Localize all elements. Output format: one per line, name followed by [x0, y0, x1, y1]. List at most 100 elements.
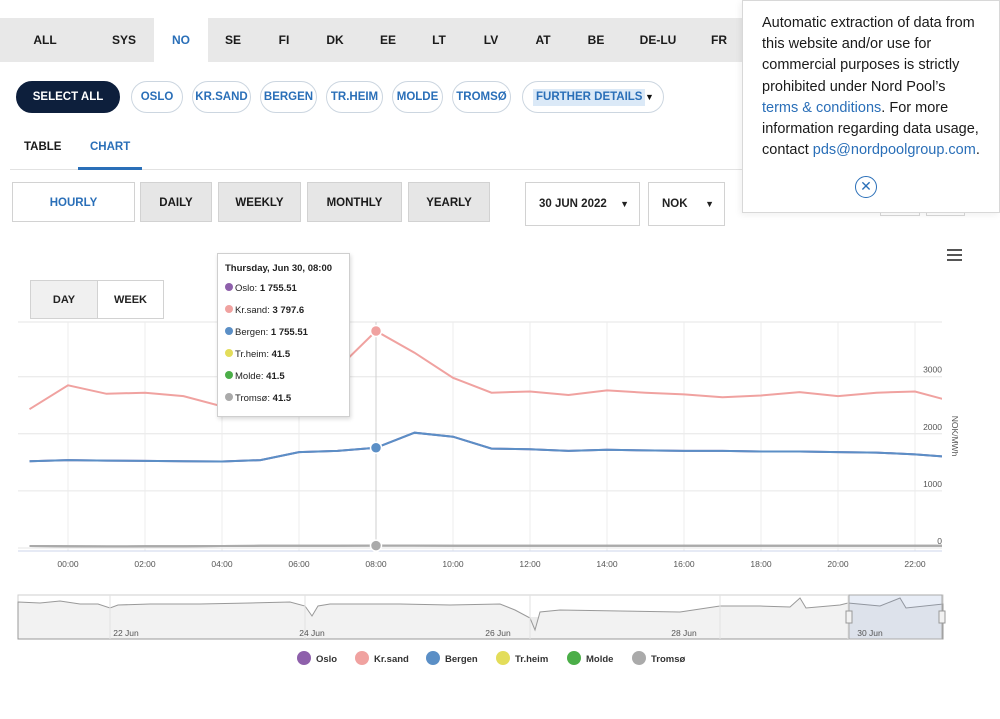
navigator-handle: [845, 610, 853, 624]
legend-item[interactable]: Tromsø: [632, 651, 686, 668]
highlight-point: [369, 539, 383, 552]
monthly-button[interactable]: MONTHLY: [307, 182, 402, 222]
select-all-button[interactable]: SELECT ALL: [16, 81, 120, 113]
tooltip-row: Bergen: 1 755.51: [225, 326, 349, 348]
legend-dot-icon: [426, 651, 440, 666]
area-tab-lv[interactable]: LV: [483, 33, 499, 47]
active-tab-underline: [78, 167, 142, 170]
series-dot-icon: [225, 305, 233, 313]
yearly-button[interactable]: YEARLY: [408, 182, 490, 222]
y-tick-label: 1000: [923, 479, 942, 489]
legend-item[interactable]: Kr.sand: [355, 651, 409, 668]
legend-label: Bergen: [445, 654, 478, 665]
series-dot-icon: [225, 283, 233, 291]
currency-select[interactable]: NOK ▼: [648, 182, 725, 226]
region-tromso-button[interactable]: TROMSØ: [452, 81, 511, 113]
tooltip-row: Kr.sand: 3 797.6: [225, 304, 349, 326]
highlight-point: [369, 324, 383, 338]
area-tab-no[interactable]: NO: [154, 18, 208, 62]
x-tick-label: 22:00: [904, 559, 926, 569]
legend-dot-icon: [496, 651, 510, 666]
tooltip-series-value: 1 755.51: [270, 327, 308, 338]
region-molde-button[interactable]: MOLDE: [392, 81, 443, 113]
area-tab-dk[interactable]: DK: [326, 33, 344, 47]
tooltip-series-name: Tr.heim: [235, 349, 267, 360]
navigator-handle: [938, 610, 946, 624]
x-tick-label: 12:00: [519, 559, 541, 569]
close-icon[interactable]: ✕: [855, 176, 877, 198]
region-krsand-button[interactable]: KR.SAND: [192, 81, 251, 113]
daily-button[interactable]: DAILY: [140, 182, 212, 222]
further-details-dropdown[interactable]: FURTHER DETAILS ▼: [522, 81, 664, 113]
tooltip-series-name: Bergen: [235, 327, 266, 338]
week-range-button[interactable]: WEEK: [97, 280, 164, 319]
tab-chart[interactable]: CHART: [90, 141, 131, 153]
tooltip-series-name: Kr.sand: [235, 305, 268, 316]
region-oslo-button[interactable]: OSLO: [131, 81, 183, 113]
legend-dot-icon: [297, 651, 311, 666]
legend-label: Tromsø: [651, 654, 686, 665]
region-trheim-button[interactable]: TR.HEIM: [326, 81, 383, 113]
navigator-tick-label: 28 Jun: [671, 628, 697, 638]
area-tab-at[interactable]: AT: [535, 33, 551, 47]
tab-divider: [10, 169, 755, 170]
tooltip-series-value: 41.5: [272, 393, 292, 404]
legend-dot-icon: [632, 651, 646, 666]
y-tick-label: 3000: [923, 365, 942, 375]
area-tab-sys[interactable]: SYS: [111, 33, 136, 47]
series-dot-icon: [225, 371, 233, 379]
legend-item[interactable]: Molde: [567, 651, 614, 668]
tooltip-row: Oslo: 1 755.51: [225, 282, 349, 304]
series-dot-icon: [225, 349, 233, 357]
legend-item[interactable]: Tr.heim: [496, 651, 549, 668]
tooltip-series-value: 41.5: [271, 349, 291, 360]
series-line-oslo: [29, 431, 942, 463]
area-tab-fi[interactable]: FI: [278, 33, 290, 47]
caret-down-icon: ▼: [645, 92, 654, 102]
tooltip-row: Tromsø: 41.5: [225, 392, 349, 414]
tooltip-series-value: 3 797.6: [272, 305, 305, 316]
area-tab-fr[interactable]: FR: [711, 33, 727, 47]
legend-label: Oslo: [316, 654, 338, 665]
tooltip-series-value: 1 755.51: [259, 283, 297, 294]
series-line-bergen: [29, 431, 942, 463]
terms-link[interactable]: terms & conditions: [762, 99, 882, 116]
weekly-button[interactable]: WEEKLY: [218, 182, 301, 222]
date-select[interactable]: 30 JUN 2022 ▼: [525, 182, 640, 226]
area-tab-lt[interactable]: LT: [432, 33, 446, 47]
date-select-value: 30 JUN 2022: [539, 198, 607, 210]
menu-icon[interactable]: [947, 249, 962, 261]
region-bergen-button[interactable]: BERGEN: [260, 81, 317, 113]
notice-text: . For more information regarding data us…: [762, 99, 979, 159]
tooltip-series-value: 41.5: [266, 371, 285, 382]
area-tab-all[interactable]: ALL: [33, 33, 57, 47]
x-tick-label: 06:00: [288, 559, 310, 569]
legend-dot-icon: [355, 651, 369, 666]
legend-label: Molde: [586, 654, 614, 665]
x-tick-label: 14:00: [596, 559, 618, 569]
legend-item[interactable]: Oslo: [297, 651, 338, 668]
y-axis-title: NOK/MWh: [950, 416, 960, 457]
navigator-tick-label: 26 Jun: [485, 628, 511, 638]
tooltip-series-name: Tromsø: [235, 393, 268, 404]
x-tick-label: 08:00: [365, 559, 387, 569]
hourly-button[interactable]: HOURLY: [12, 182, 135, 222]
tooltip-series-name: Molde: [235, 371, 261, 382]
x-tick-label: 16:00: [673, 559, 695, 569]
tab-table[interactable]: TABLE: [24, 141, 62, 153]
legend-label: Tr.heim: [515, 654, 549, 665]
area-tab-be[interactable]: BE: [587, 33, 605, 47]
tooltip-series-name: Oslo: [235, 283, 255, 294]
x-tick-label: 02:00: [134, 559, 156, 569]
area-tab-de-lu[interactable]: DE-LU: [639, 33, 677, 47]
currency-select-value: NOK: [662, 198, 688, 210]
x-tick-label: 18:00: [750, 559, 772, 569]
email-link[interactable]: pds@nordpoolgroup.com: [812, 142, 976, 159]
legend-item[interactable]: Bergen: [426, 651, 478, 668]
area-tab-se[interactable]: SE: [224, 33, 241, 47]
data-usage-notice: Automatic extraction of data from this w…: [742, 0, 1000, 213]
series-dot-icon: [225, 393, 233, 401]
area-tab-ee[interactable]: EE: [379, 33, 396, 47]
day-range-button[interactable]: DAY: [30, 280, 98, 319]
